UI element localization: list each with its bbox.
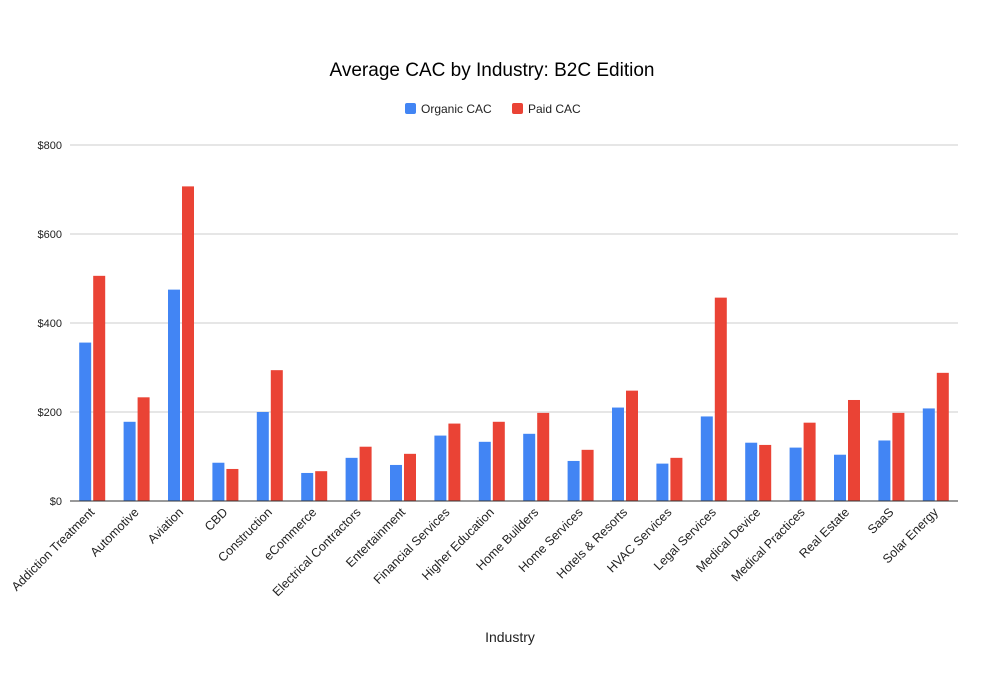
bar-organic[interactable] xyxy=(656,463,669,501)
bar-paid[interactable] xyxy=(626,390,638,501)
bar-paid[interactable] xyxy=(93,275,106,501)
legend-item-paid[interactable]: Paid CAC xyxy=(512,102,581,116)
bar-organic[interactable] xyxy=(834,454,846,501)
x-tick-label: Financial Services xyxy=(371,505,453,587)
legend-label-organic: Organic CAC xyxy=(421,102,492,116)
legend-swatch-paid xyxy=(512,103,523,114)
bar-organic[interactable] xyxy=(301,472,314,501)
bar-organic[interactable] xyxy=(168,289,180,501)
bar-organic[interactable] xyxy=(390,464,402,501)
bar-organic[interactable] xyxy=(345,457,358,501)
bar-paid[interactable] xyxy=(315,471,328,501)
bar-organic[interactable] xyxy=(478,441,491,501)
bar-paid[interactable] xyxy=(848,399,860,501)
bar-organic[interactable] xyxy=(434,435,447,501)
bar-organic[interactable] xyxy=(567,460,580,501)
legend: Organic CAC Paid CAC xyxy=(405,102,581,116)
bar-paid[interactable] xyxy=(936,372,949,501)
x-axis-title: Industry xyxy=(485,629,535,645)
bar-paid[interactable] xyxy=(270,370,283,501)
bar-organic[interactable] xyxy=(523,433,536,501)
bar-paid[interactable] xyxy=(581,449,594,501)
legend-label-paid: Paid CAC xyxy=(528,102,581,116)
y-tick-label: $400 xyxy=(38,318,62,330)
bar-organic[interactable] xyxy=(922,408,935,501)
bar-organic[interactable] xyxy=(745,442,758,501)
x-tick-label: Electrical Contractors xyxy=(270,505,364,599)
bar-organic[interactable] xyxy=(123,421,136,501)
bar-paid[interactable] xyxy=(448,423,461,501)
bars xyxy=(79,186,949,501)
x-tick-label: Aviation xyxy=(145,505,186,546)
bar-organic[interactable] xyxy=(212,462,225,501)
y-tick-label: $800 xyxy=(38,140,62,152)
y-tick-label: $200 xyxy=(38,407,62,419)
bar-paid[interactable] xyxy=(404,453,416,501)
bar-paid[interactable] xyxy=(714,297,727,501)
bar-paid[interactable] xyxy=(492,421,505,501)
bar-paid[interactable] xyxy=(359,446,372,501)
bar-paid[interactable] xyxy=(226,468,239,501)
chart-title: Average CAC by Industry: B2C Edition xyxy=(330,60,655,81)
x-tick-label: Addiction Treatment xyxy=(9,505,98,594)
legend-swatch-organic xyxy=(405,103,416,114)
bar-paid[interactable] xyxy=(182,186,194,501)
bar-paid[interactable] xyxy=(537,412,550,501)
bar-paid[interactable] xyxy=(759,444,772,501)
bar-organic[interactable] xyxy=(612,407,624,501)
bar-organic[interactable] xyxy=(789,447,802,501)
bar-paid[interactable] xyxy=(137,397,150,501)
x-tick-label: CBD xyxy=(202,505,231,534)
bar-organic[interactable] xyxy=(256,412,269,501)
y-axis-ticks: $0 $200 $400 $600 $800 xyxy=(38,140,62,508)
x-tick-label: SaaS xyxy=(865,505,897,537)
y-tick-label: $600 xyxy=(38,229,62,241)
y-tick-label: $0 xyxy=(50,496,62,508)
bar-paid[interactable] xyxy=(892,412,905,501)
bar-organic[interactable] xyxy=(878,440,891,501)
bar-paid[interactable] xyxy=(670,457,683,501)
x-tick-label: Automotive xyxy=(88,505,142,559)
bar-organic[interactable] xyxy=(79,342,92,501)
gridlines xyxy=(70,144,958,413)
bar-paid[interactable] xyxy=(803,422,816,501)
bar-organic[interactable] xyxy=(700,416,713,501)
legend-item-organic[interactable]: Organic CAC xyxy=(405,102,492,116)
